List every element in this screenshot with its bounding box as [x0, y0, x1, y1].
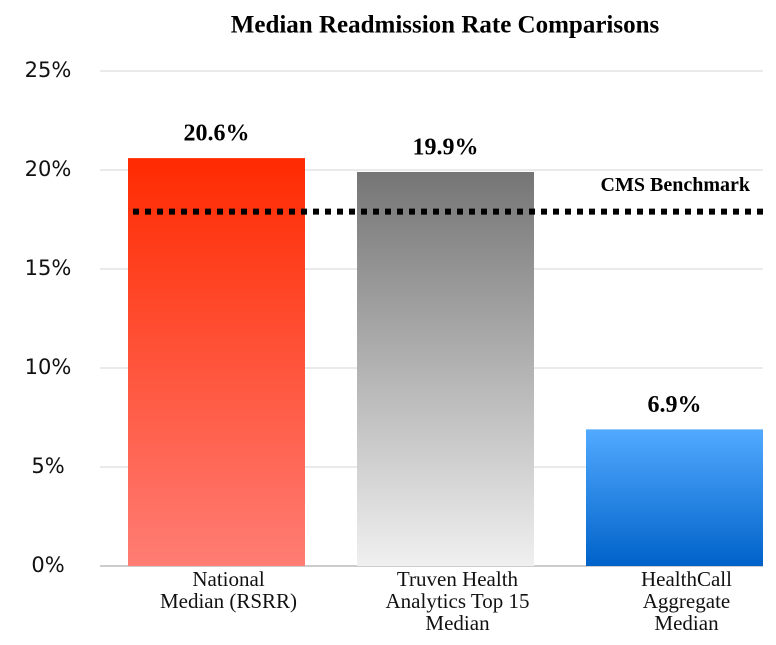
y-tick-label: 25%: [25, 58, 72, 82]
x-tick-label: HealthCall Aggregate Median: [641, 567, 732, 635]
x-tick-label: Truven Health Analytics Top 15 Median: [385, 567, 530, 635]
y-tick-label: 0%: [31, 553, 64, 577]
benchmark-label: CMS Benchmark: [601, 174, 751, 196]
y-tick-label: 20%: [25, 157, 72, 181]
chart-title: Median Readmission Rate Comparisons: [231, 12, 660, 39]
y-tick-label: 5%: [31, 454, 64, 478]
bar: [128, 158, 305, 566]
data-label: 20.6%: [184, 121, 250, 147]
data-label: 6.9%: [648, 392, 702, 418]
y-tick-label: 10%: [25, 355, 72, 379]
bar: [357, 171, 534, 567]
data-label: 19.9%: [413, 134, 479, 160]
y-tick-label: 15%: [25, 256, 72, 280]
bar: [586, 429, 763, 566]
x-tick-label: National Median (RSRR): [159, 567, 298, 613]
